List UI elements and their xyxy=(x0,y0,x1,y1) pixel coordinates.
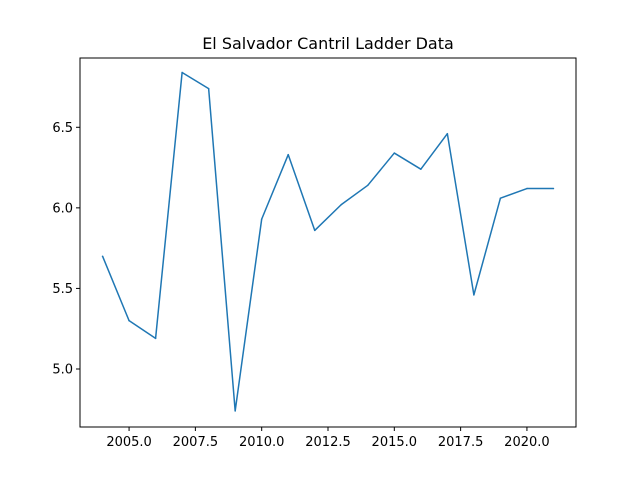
plot-frame xyxy=(79,57,577,428)
x-tick-label: 2012.5 xyxy=(305,435,351,450)
data-point xyxy=(313,229,316,232)
data-point xyxy=(340,203,343,206)
data-point xyxy=(181,71,183,74)
chart-title: El Salvador Cantril Ladder Data xyxy=(202,34,454,53)
x-tick-label: 2015.0 xyxy=(372,435,418,450)
y-tick-label: 5.0 xyxy=(52,362,73,377)
data-point xyxy=(552,187,555,190)
data-point xyxy=(526,187,528,190)
x-tick-label: 2017.5 xyxy=(438,435,484,450)
data-point xyxy=(473,294,475,296)
data-point xyxy=(101,255,104,257)
series-line-0 xyxy=(101,71,554,412)
plot-area xyxy=(101,71,555,412)
x-tick-label: 2007.5 xyxy=(173,435,219,450)
y-axis: 5.0 5.5 6.0 6.5 xyxy=(52,121,80,377)
data-point xyxy=(234,410,236,412)
data-point xyxy=(446,132,449,135)
x-tick-label: 2020.0 xyxy=(504,435,550,450)
y-tick-label: 6.5 xyxy=(52,121,73,136)
x-axis: 2005.0 2007.5 2010.0 2012.5 2015.0 2017.5 2020… xyxy=(106,427,550,450)
x-tick-label: 2005.0 xyxy=(106,435,152,450)
data-point xyxy=(499,197,502,199)
data-point xyxy=(420,168,422,170)
x-tick-label: 2010.0 xyxy=(239,435,285,450)
data-point xyxy=(128,319,130,322)
data-point xyxy=(260,218,263,220)
data-point xyxy=(367,184,369,187)
data-point xyxy=(207,87,210,90)
data-point xyxy=(393,152,396,154)
data-point xyxy=(154,337,157,340)
y-tick-label: 6.0 xyxy=(52,201,73,216)
data-point xyxy=(287,153,289,156)
y-tick-label: 5.5 xyxy=(52,282,73,297)
